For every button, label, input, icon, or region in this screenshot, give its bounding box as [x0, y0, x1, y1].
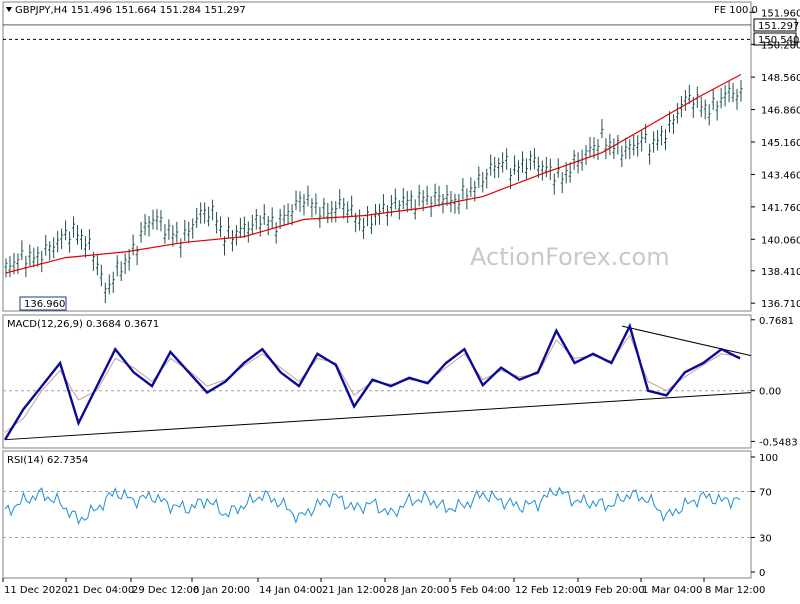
macd-line — [3, 322, 741, 441]
time-tick-label: 8 Mar 12:00 — [705, 585, 765, 596]
collapse-arrow-icon[interactable] — [6, 7, 12, 12]
price-tick-label: 151.960 — [761, 8, 800, 19]
rsi-title: RSI(14) 62.7354 — [7, 455, 88, 466]
time-tick-label: 28 Jan 20:00 — [386, 585, 449, 596]
macd-panel — [2, 314, 752, 449]
time-tick-label: 11 Dec 2020 — [4, 585, 68, 596]
level-tag: 150.540 — [758, 35, 799, 46]
rsi-tick-label: 100 — [759, 453, 778, 464]
rsi-tick-label: 30 — [759, 534, 772, 545]
price-tick-label: 146.860 — [761, 106, 800, 117]
price-panel — [2, 1, 752, 312]
rsi-tick-label: 0 — [759, 568, 765, 579]
macd-tick-label: 0.7681 — [759, 316, 794, 327]
macd-support-trendline — [4, 392, 752, 441]
watermark: ActionForex.com — [470, 243, 670, 271]
low-tag-box — [19, 296, 67, 311]
macd-tick-label: 0.00 — [759, 387, 781, 398]
macd-resistance-trendline — [621, 325, 752, 357]
price-layer — [3, 24, 751, 303]
low-tag: 136.960 — [24, 299, 65, 310]
time-tick-label: 1 Mar 04:00 — [642, 585, 702, 596]
price-tick-label: 140.060 — [761, 235, 800, 246]
rsi-tick-label: 70 — [759, 488, 772, 499]
time-tick-label: 14 Jan 04:00 — [259, 585, 322, 596]
ma-line — [5, 73, 742, 274]
price-tick-label: 145.160 — [761, 138, 800, 149]
time-tick-label: 21 Dec 04:00 — [67, 585, 134, 596]
level-tag-box — [753, 32, 797, 46]
macd-tick-label: -0.5483 — [759, 437, 798, 448]
rsi-panel — [2, 450, 752, 579]
time-tick-label: 19 Feb 20:00 — [579, 585, 645, 596]
price-tick-label: 143.460 — [761, 170, 800, 181]
price-tick-label: 141.760 — [761, 203, 800, 214]
price-title: GBPJPY,H4 151.496 151.664 151.284 151.29… — [15, 5, 246, 16]
price-tick-label: 150.280 — [761, 40, 800, 51]
price-tick-label: 148.560 — [761, 73, 800, 84]
current-price-tag-box — [753, 18, 797, 32]
price-tick-label: 136.710 — [761, 299, 800, 310]
time-tick-label: 6 Jan 20:00 — [193, 585, 250, 596]
time-tick-label: 21 Jan 12:00 — [322, 585, 385, 596]
time-tick-label: 29 Dec 12:00 — [132, 585, 199, 596]
macd-title: MACD(12,26,9) 0.3684 0.3671 — [7, 319, 159, 330]
price-axis: 151.960 150.280 148.560 146.860 145.160 143.4… — [751, 8, 800, 310]
fe-label: FE 100.0 — [714, 5, 758, 16]
rsi-line — [4, 486, 741, 526]
macd-layer: 0.7681 0.00 -0.5483 — [3, 316, 798, 448]
current-price-tag: 151.297 — [758, 21, 799, 32]
time-tick-label: 12 Feb 12:00 — [515, 585, 581, 596]
time-tick-label: 5 Feb 04:00 — [451, 585, 510, 596]
rsi-layer: 100 70 30 0 — [3, 453, 778, 579]
price-tick-label: 138.410 — [761, 267, 800, 278]
